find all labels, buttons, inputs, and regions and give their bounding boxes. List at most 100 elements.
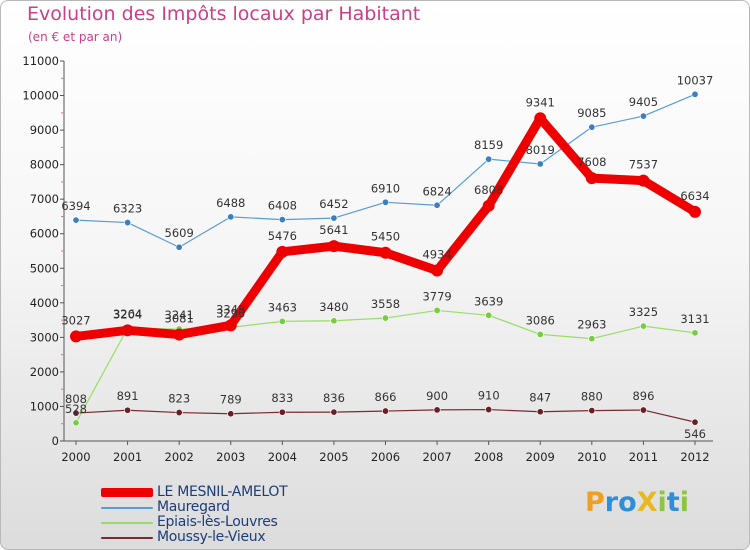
- data-label: 3779: [422, 289, 451, 303]
- data-point: [536, 160, 544, 168]
- y-tick-label: 0: [52, 434, 59, 448]
- data-label: 3131: [680, 312, 709, 326]
- data-label: 6910: [371, 181, 400, 195]
- data-label: 6634: [680, 189, 709, 203]
- data-point: [72, 216, 80, 224]
- data-point: [72, 409, 80, 417]
- legend-label: Epiais-lès-Louvres: [157, 514, 278, 530]
- data-point: [534, 112, 547, 125]
- data-point: [536, 330, 544, 338]
- y-tick-label: 3000: [30, 330, 59, 344]
- data-point: [637, 174, 650, 187]
- data-label: 3463: [268, 300, 297, 314]
- data-label: 6394: [61, 199, 90, 213]
- data-point: [278, 216, 286, 224]
- data-point: [433, 406, 441, 414]
- legend-swatch: [101, 537, 153, 539]
- logo-letter: i: [657, 487, 667, 518]
- data-label: 866: [375, 390, 397, 404]
- data-label: 847: [529, 391, 551, 405]
- data-point: [276, 245, 289, 258]
- x-tick-label: 2006: [371, 450, 400, 464]
- data-point: [330, 408, 338, 416]
- data-label: 808: [65, 392, 87, 406]
- data-label: 3639: [474, 294, 503, 308]
- x-tick-label: 2010: [577, 450, 606, 464]
- x-tick-label: 2009: [526, 450, 555, 464]
- data-label: 6808: [474, 183, 503, 197]
- legend-swatch: [101, 507, 153, 509]
- data-label: 3480: [319, 300, 348, 314]
- legend-swatch: [101, 488, 153, 497]
- legend-label: Moussy-le-Vieux: [157, 529, 266, 545]
- logo-letter: P: [585, 487, 605, 518]
- data-label: 5450: [371, 230, 400, 244]
- data-label: 833: [271, 391, 293, 405]
- data-point: [691, 329, 699, 337]
- data-point: [639, 112, 647, 120]
- data-label: 4934: [422, 248, 451, 262]
- data-label: 823: [168, 392, 190, 406]
- data-point: [124, 406, 132, 414]
- chart-title: Evolution des Impôts locaux par Habitant: [27, 3, 421, 25]
- data-point: [485, 155, 493, 163]
- x-tick-label: 2000: [61, 450, 90, 464]
- legend-swatch: [101, 522, 153, 524]
- data-point: [124, 219, 132, 227]
- data-point: [585, 172, 598, 185]
- x-tick-label: 2003: [216, 450, 245, 464]
- data-label: 910: [478, 389, 500, 403]
- logo-letter: o: [618, 487, 637, 518]
- data-label: 6824: [422, 184, 451, 198]
- logo-letter: t: [666, 487, 680, 518]
- data-label: 6488: [216, 196, 245, 210]
- data-label: 9341: [526, 95, 555, 109]
- data-point: [588, 407, 596, 415]
- data-label: 7608: [577, 155, 606, 169]
- data-label: 2963: [577, 318, 606, 332]
- data-point: [381, 314, 389, 322]
- chart-subtitle: (en € et par an): [28, 30, 123, 44]
- data-point: [330, 317, 338, 325]
- data-point: [278, 317, 286, 325]
- x-tick-label: 2008: [474, 450, 503, 464]
- data-label: 3325: [629, 305, 658, 319]
- y-tick-label: 10000: [22, 89, 59, 103]
- data-point: [433, 306, 441, 314]
- y-tick-label: 1000: [30, 399, 59, 413]
- data-point: [379, 246, 392, 259]
- data-label: 900: [426, 389, 448, 403]
- logo-letter: X: [636, 487, 658, 518]
- data-label: 5641: [319, 223, 348, 237]
- data-point: [173, 328, 186, 341]
- data-label: 836: [323, 391, 345, 405]
- y-tick-label: 7000: [30, 192, 59, 206]
- logo-letter: i: [679, 487, 689, 518]
- data-label: 896: [632, 389, 654, 403]
- data-point: [485, 311, 493, 319]
- data-label: 3086: [526, 313, 555, 327]
- data-point: [536, 408, 544, 416]
- data-point: [588, 123, 596, 131]
- data-point: [431, 264, 444, 277]
- data-label: 6452: [319, 197, 348, 211]
- legend-label: Mauregard: [157, 499, 230, 515]
- data-label: 6323: [113, 202, 142, 216]
- data-label: 8019: [526, 143, 555, 157]
- data-label: 789: [220, 393, 242, 407]
- data-point: [691, 90, 699, 98]
- data-point: [689, 205, 701, 218]
- data-point: [381, 407, 389, 415]
- x-tick-label: 2012: [680, 450, 709, 464]
- y-tick-label: 11000: [22, 54, 59, 68]
- data-label: 9085: [577, 106, 606, 120]
- x-tick-label: 2005: [319, 450, 348, 464]
- proxiti-logo[interactable]: ProXiti: [585, 487, 689, 518]
- data-point: [639, 322, 647, 330]
- data-label: 5609: [165, 226, 194, 240]
- data-label: 3290: [216, 306, 245, 320]
- data-point: [70, 330, 82, 343]
- data-point: [485, 406, 493, 414]
